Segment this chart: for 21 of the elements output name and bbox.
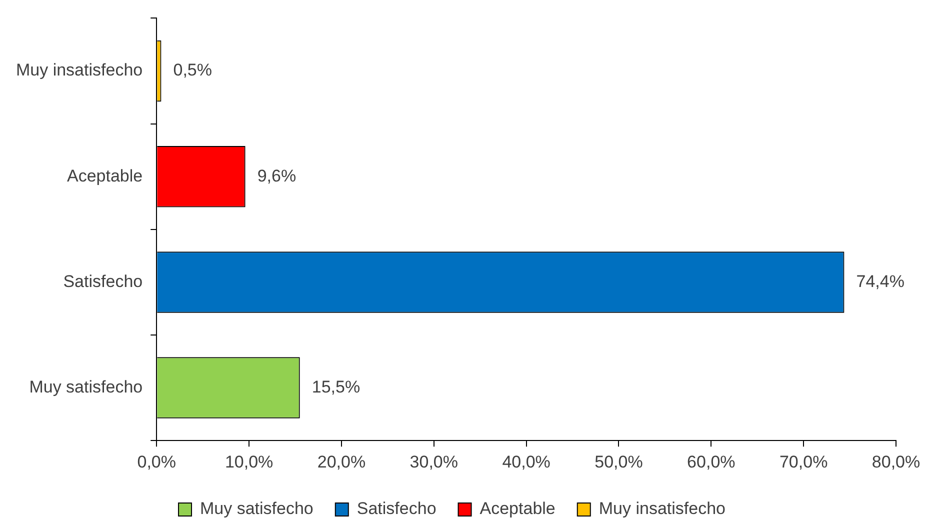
x-tick-label: 80,0% [872, 452, 920, 472]
data-label: 15,5% [312, 377, 360, 396]
data-label: 9,6% [257, 166, 296, 186]
x-tick-label: 20,0% [317, 452, 366, 472]
x-tick-label: 70,0% [779, 452, 828, 472]
data-label: 0,5% [173, 60, 212, 80]
x-tick-label: 40,0% [502, 452, 550, 472]
legend-label: Satisfecho [356, 499, 436, 518]
legend-label: Muy insatisfecho [598, 499, 726, 518]
x-tick-label: 30,0% [410, 452, 458, 472]
legend-label: Muy satisfecho [200, 499, 314, 518]
x-tick-label: 0,0% [137, 452, 176, 472]
legend-label: Aceptable [480, 499, 556, 518]
y-tick-label: Satisfecho [63, 272, 143, 291]
y-tick-label: Muy insatisfecho [16, 60, 143, 80]
y-tick-label: Aceptable [66, 166, 143, 186]
x-tick-label: 60,0% [687, 452, 736, 472]
x-tick-label: 50,0% [594, 452, 643, 472]
y-tick-label: Muy satisfecho [29, 377, 143, 396]
x-tick-label: 10,0% [224, 452, 274, 472]
data-label: 74,4% [856, 272, 904, 291]
